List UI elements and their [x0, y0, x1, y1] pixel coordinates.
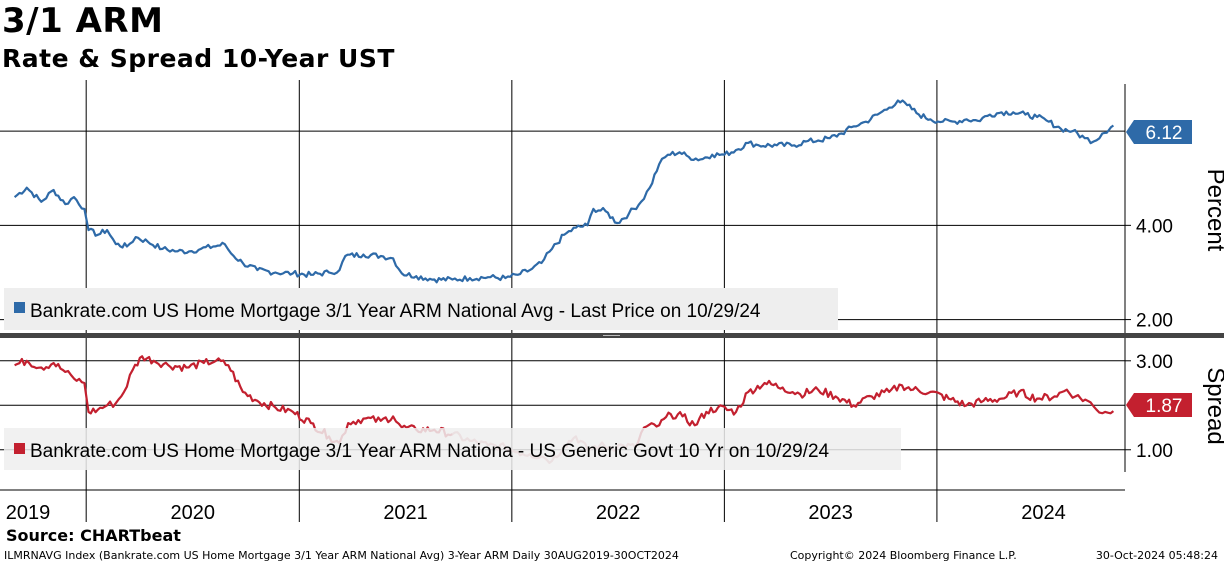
- spread-line: [14, 355, 453, 445]
- index-info: ILMRNAVG Index (Bankrate.com US Home Mor…: [4, 549, 679, 562]
- rate-series: [13, 99, 1115, 284]
- source-note: Source: CHARTbeat: [6, 526, 181, 545]
- x-tick-label: 2024: [1021, 502, 1066, 524]
- rate-legend: Bankrate.com US Home Mortgage 3/1 Year A…: [4, 288, 838, 330]
- timestamp: 30-Oct-2024 05:48:24: [1095, 549, 1218, 562]
- y-axis-labels: 2.00 4.00 1.00 3.00: [1136, 216, 1173, 461]
- x-axis-labels: 2019 2020 2021 2022 2023 2024: [6, 502, 1066, 524]
- rate-legend-label: Bankrate.com US Home Mortgage 3/1 Year A…: [30, 301, 761, 322]
- spread-axis-title: Spread: [1202, 367, 1224, 444]
- x-tick-label: 2020: [170, 502, 215, 524]
- spread-last-value: 1.87: [1146, 396, 1183, 417]
- rate-axis-title: Percent: [1202, 169, 1224, 252]
- x-tick-label: 2019: [6, 502, 51, 524]
- y-tick-label: 4.00: [1136, 216, 1173, 237]
- spread-legend-swatch: [14, 443, 25, 454]
- rate-last-value-tag: 6.12: [1126, 120, 1192, 144]
- copyright: Copyright© 2024 Bloomberg Finance L.P.: [790, 549, 1017, 562]
- x-tick-label: 2022: [596, 502, 641, 524]
- rate-line: [13, 99, 1115, 284]
- y-tick-label: 3.00: [1136, 352, 1173, 373]
- spread-legend-label: Bankrate.com US Home Mortgage 3/1 Year A…: [30, 441, 830, 462]
- spread-line: [634, 379, 1115, 449]
- rate-last-value: 6.12: [1146, 123, 1183, 144]
- spread-legend: Bankrate.com US Home Mortgage 3/1 Year A…: [4, 428, 901, 470]
- y-tick-label: 1.00: [1136, 441, 1173, 462]
- y-tick-label: 2.00: [1136, 311, 1173, 332]
- x-tick-label: 2023: [808, 502, 853, 524]
- chart-title: 3/1 ARM: [2, 1, 164, 41]
- chart-subtitle: Rate & Spread 10-Year UST: [2, 44, 395, 73]
- rate-legend-swatch: [14, 302, 25, 313]
- x-tick-label: 2021: [383, 502, 428, 524]
- spread-last-value-tag: 1.87: [1126, 393, 1192, 417]
